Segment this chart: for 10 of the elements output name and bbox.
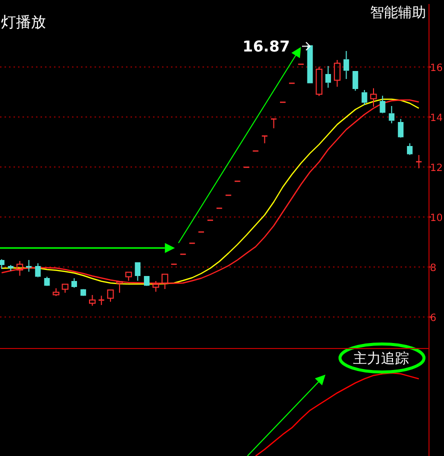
annotation: 智能辅助 <box>370 5 426 21</box>
y-tick-label: 16 <box>430 63 443 74</box>
y-tick-label: 12 <box>430 163 443 174</box>
text: 主力追踪 <box>353 351 409 367</box>
y-tick-label: 14 <box>430 113 443 124</box>
y-tick-label: 10 <box>430 213 443 224</box>
y-tick-label: 8 <box>430 263 436 274</box>
text: 灯播放 <box>1 13 46 31</box>
y-tick-label: 6 <box>430 313 436 324</box>
annotation: 16.87 <box>242 37 290 56</box>
